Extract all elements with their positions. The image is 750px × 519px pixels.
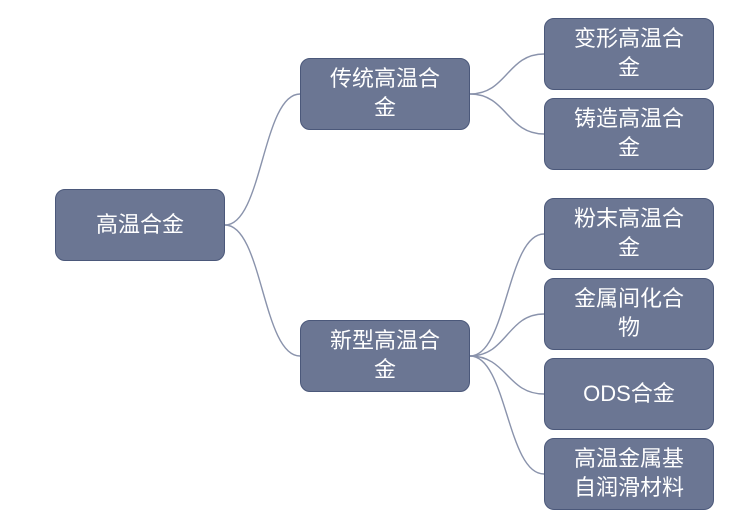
edge-new-l6 (470, 356, 544, 474)
edge-new-l4 (470, 314, 544, 356)
edge-trad-l1 (470, 54, 544, 94)
tree-node-new: 新型高温合 金 (300, 320, 470, 392)
tree-node-l5: ODS合金 (544, 358, 714, 430)
tree-node-root: 高温合金 (55, 189, 225, 261)
tree-node-l1: 变形高温合 金 (544, 18, 714, 90)
tree-node-l3: 粉末高温合 金 (544, 198, 714, 270)
edge-root-trad (225, 94, 300, 225)
edge-root-new (225, 225, 300, 356)
edge-new-l3 (470, 234, 544, 356)
edge-new-l5 (470, 356, 544, 394)
tree-node-l4: 金属间化合 物 (544, 278, 714, 350)
tree-node-l2: 铸造高温合 金 (544, 98, 714, 170)
tree-node-trad: 传统高温合 金 (300, 58, 470, 130)
tree-node-l6: 高温金属基 自润滑材料 (544, 438, 714, 510)
edge-trad-l2 (470, 94, 544, 134)
